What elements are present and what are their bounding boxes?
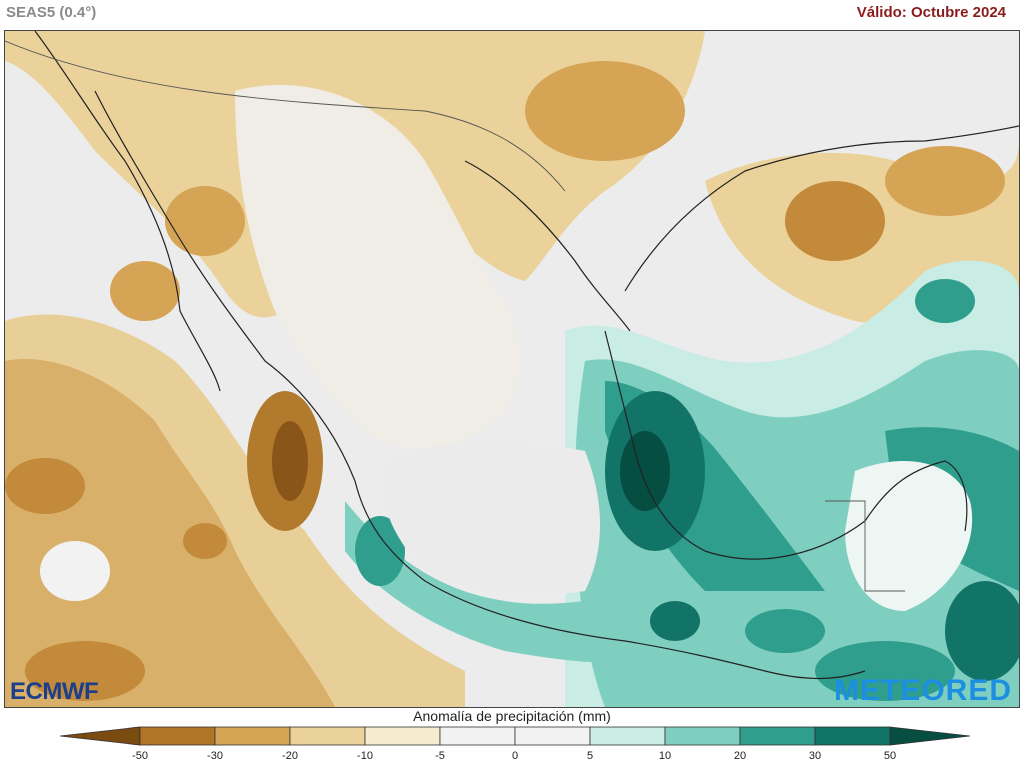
- legend-swatch: [889, 726, 971, 746]
- meteored-logo: METEORED: [834, 674, 1012, 708]
- legend-swatch: [364, 726, 441, 746]
- color-legend-bar: [59, 726, 971, 746]
- legend-tick-label: 50: [883, 750, 897, 762]
- legend-tick-label: -5: [435, 750, 445, 762]
- legend-swatch: [739, 726, 816, 746]
- model-label: SEAS5 (0.4°): [6, 4, 97, 21]
- ecmwf-logo-text: ECMWF: [10, 678, 99, 705]
- legend-ticks: -50 -30 -20 -10 -5 0 5 10 20 30 50: [0, 750, 1024, 766]
- legend-swatch: [214, 726, 291, 746]
- precipitation-anomaly-map: [4, 30, 1020, 708]
- meteored-logo-text: METEORED: [833, 674, 1012, 707]
- legend-swatch: [814, 726, 891, 746]
- legend-swatch: [514, 726, 591, 746]
- legend-tick-label: 10: [658, 750, 672, 762]
- legend-swatch: [664, 726, 741, 746]
- legend-swatch: [439, 726, 516, 746]
- legend-tick-label: -30: [207, 750, 223, 762]
- legend-swatch: [59, 726, 141, 746]
- legend-tick-label: -50: [132, 750, 148, 762]
- legend-swatch: [139, 726, 216, 746]
- legend-tick-label: -10: [357, 750, 373, 762]
- legend-swatch: [289, 726, 366, 746]
- legend-tick-label: -20: [282, 750, 298, 762]
- ecmwf-logo: ECMWF: [10, 678, 99, 706]
- legend-tick-label: 5: [586, 750, 594, 762]
- legend-tick-label: 20: [733, 750, 747, 762]
- map-canvas: [5, 31, 1019, 707]
- validity-label: Válido: Octubre 2024: [856, 4, 1006, 21]
- legend-tick-label: 30: [808, 750, 822, 762]
- legend-title: Anomalía de precipitación (mm): [413, 708, 611, 724]
- legend-swatch: [589, 726, 666, 746]
- legend-tick-label: 0: [511, 750, 519, 762]
- color-legend: [59, 726, 971, 746]
